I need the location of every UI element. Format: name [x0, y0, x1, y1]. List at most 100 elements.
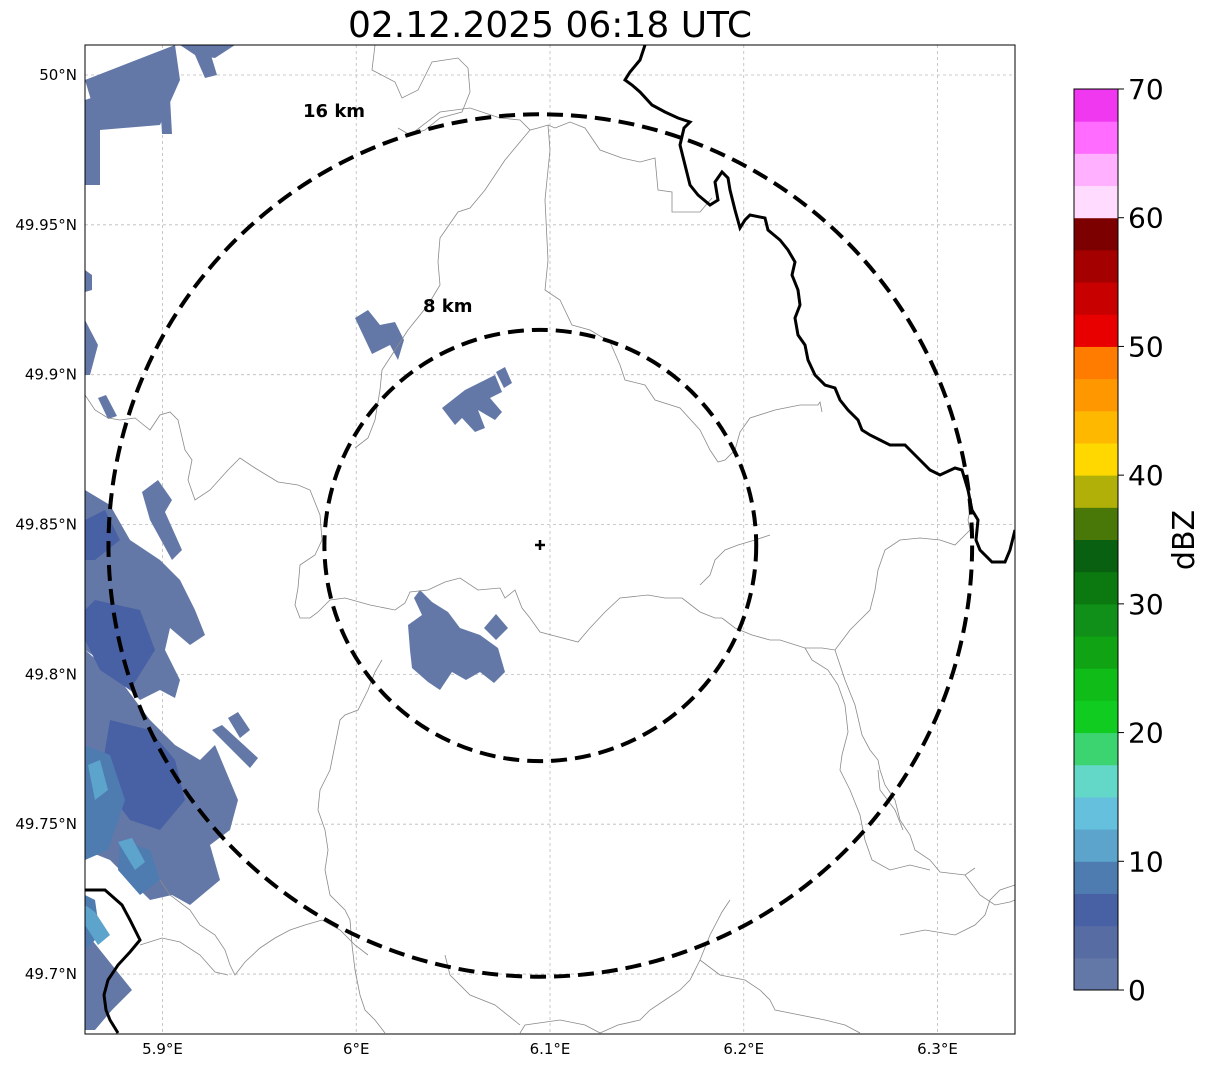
echo-cell — [85, 45, 180, 130]
echo-cell — [355, 310, 404, 360]
echo-cell — [85, 95, 100, 185]
admin-boundary — [804, 647, 931, 871]
ring-label-16km: 16 km — [303, 101, 365, 122]
range-rings — [106, 112, 975, 979]
colorbar-segment — [1074, 700, 1118, 734]
range-ring-16km — [106, 112, 975, 979]
admin-boundary — [834, 649, 976, 876]
colorbar-segment — [1074, 764, 1118, 798]
lon-tick-label: 5.9°E — [142, 1040, 183, 1058]
colorbar-segment — [1074, 89, 1118, 122]
echo-cell — [85, 320, 98, 375]
colorbar-segment — [1074, 893, 1118, 927]
colorbar-label: dBZ — [1167, 510, 1202, 570]
lat-tick-label: 49.75°N — [15, 815, 77, 833]
colorbar-tick-label: 0 — [1128, 974, 1146, 1007]
latitude-tick-labels: 50°N 49.95°N 49.9°N 49.85°N 49.8°N 49.75°N 49.… — [15, 66, 77, 983]
colorbar-segment — [1074, 507, 1118, 540]
colorbar-segment — [1074, 539, 1118, 573]
echo-cell — [160, 98, 172, 134]
lon-tick-label: 6.3°E — [917, 1040, 958, 1058]
colorbar-tick-label: 50 — [1128, 330, 1164, 363]
admin-boundary — [409, 107, 713, 213]
echo-core — [88, 760, 108, 800]
colorbar-segment — [1074, 378, 1118, 412]
radar-location-marker — [535, 540, 545, 550]
colorbar-tick-label: 60 — [1128, 202, 1164, 235]
echo-cell — [195, 52, 217, 78]
admin-boundary — [159, 879, 369, 976]
longitude-tick-labels: 5.9°E 6°E 6.1°E 6.2°E 6.3°E — [142, 1040, 958, 1058]
map-title: 02.12.2025 06:18 UTC — [347, 5, 753, 46]
colorbar-segment — [1074, 346, 1118, 380]
colorbar-tick-label: 20 — [1128, 717, 1164, 750]
colorbar-segment — [1074, 636, 1118, 669]
colorbar-tick-label: 40 — [1128, 459, 1164, 492]
echo-core — [85, 905, 110, 945]
colorbar-segment — [1074, 475, 1118, 508]
colorbar-segment — [1074, 121, 1118, 154]
lon-tick-label: 6.1°E — [530, 1040, 571, 1058]
lat-tick-label: 50°N — [39, 66, 77, 84]
colorbar-segment — [1074, 217, 1118, 251]
colorbar-segment — [1074, 410, 1118, 444]
echo-cell — [212, 725, 258, 768]
colorbar-segment — [1074, 282, 1118, 315]
admin-boundary — [371, 45, 471, 136]
colorbar-segment — [1074, 153, 1118, 187]
precipitation-echoes — [85, 45, 512, 1030]
colorbar-tick-label: 10 — [1128, 845, 1164, 878]
colorbar-frame — [1073, 88, 1119, 991]
admin-boundary — [599, 899, 731, 1034]
colorbar: 0 10 20 30 40 50 60 70 dBZ — [1073, 73, 1202, 1007]
colorbar-segment — [1074, 925, 1118, 959]
admin-boundary — [139, 937, 229, 976]
admin-boundary — [85, 394, 722, 643]
colorbar-segment — [1074, 796, 1118, 830]
range-ring-8km — [322, 327, 759, 764]
echo-core — [85, 510, 120, 560]
colorbar-segment — [1074, 829, 1118, 862]
colorbar-segment — [1074, 732, 1118, 766]
colorbar-segment — [1074, 249, 1118, 283]
lat-tick-label: 49.95°N — [15, 216, 77, 234]
colorbar-segment — [1074, 314, 1118, 347]
admin-boundary — [721, 509, 971, 651]
colorbar-segment — [1074, 571, 1118, 605]
colorbar-segments — [1074, 89, 1118, 991]
echo-cell — [442, 375, 502, 432]
admin-boundary — [317, 659, 386, 1034]
admin-boundary — [964, 874, 1015, 906]
country-border-be-lu — [85, 888, 142, 1034]
ring-label-8km: 8 km — [423, 296, 473, 317]
lon-tick-label: 6.2°E — [723, 1040, 764, 1058]
lat-tick-label: 49.9°N — [25, 366, 77, 384]
colorbar-tick-label: 70 — [1128, 73, 1164, 106]
colorbar-segment — [1074, 185, 1118, 219]
map-frame — [84, 44, 1016, 1035]
echo-core — [118, 838, 145, 870]
lat-tick-label: 49.7°N — [25, 965, 77, 983]
colorbar-segment — [1074, 603, 1118, 637]
echo-cell — [180, 45, 235, 58]
country-border-de-lu — [622, 45, 1015, 564]
colorbar-segment — [1074, 861, 1118, 894]
colorbar-tick-label: 30 — [1128, 588, 1164, 621]
echo-cell — [228, 712, 250, 738]
lon-tick-label: 6°E — [343, 1040, 370, 1058]
lat-tick-label: 49.85°N — [15, 516, 77, 534]
admin-boundary — [519, 1019, 601, 1034]
graticule-gridlines — [85, 45, 1015, 1034]
echo-cell — [98, 395, 117, 419]
echo-cell — [484, 614, 508, 640]
colorbar-ticks: 0 10 20 30 40 50 60 70 — [1118, 73, 1164, 1007]
echo-cell — [85, 270, 92, 292]
echo-cell — [408, 590, 505, 690]
colorbar-segment — [1074, 442, 1118, 476]
colorbar-segment — [1074, 957, 1118, 991]
colorbar-segment — [1074, 668, 1118, 701]
admin-boundary — [544, 124, 823, 463]
echo-cell — [142, 480, 182, 560]
admin-boundary — [699, 959, 861, 1034]
